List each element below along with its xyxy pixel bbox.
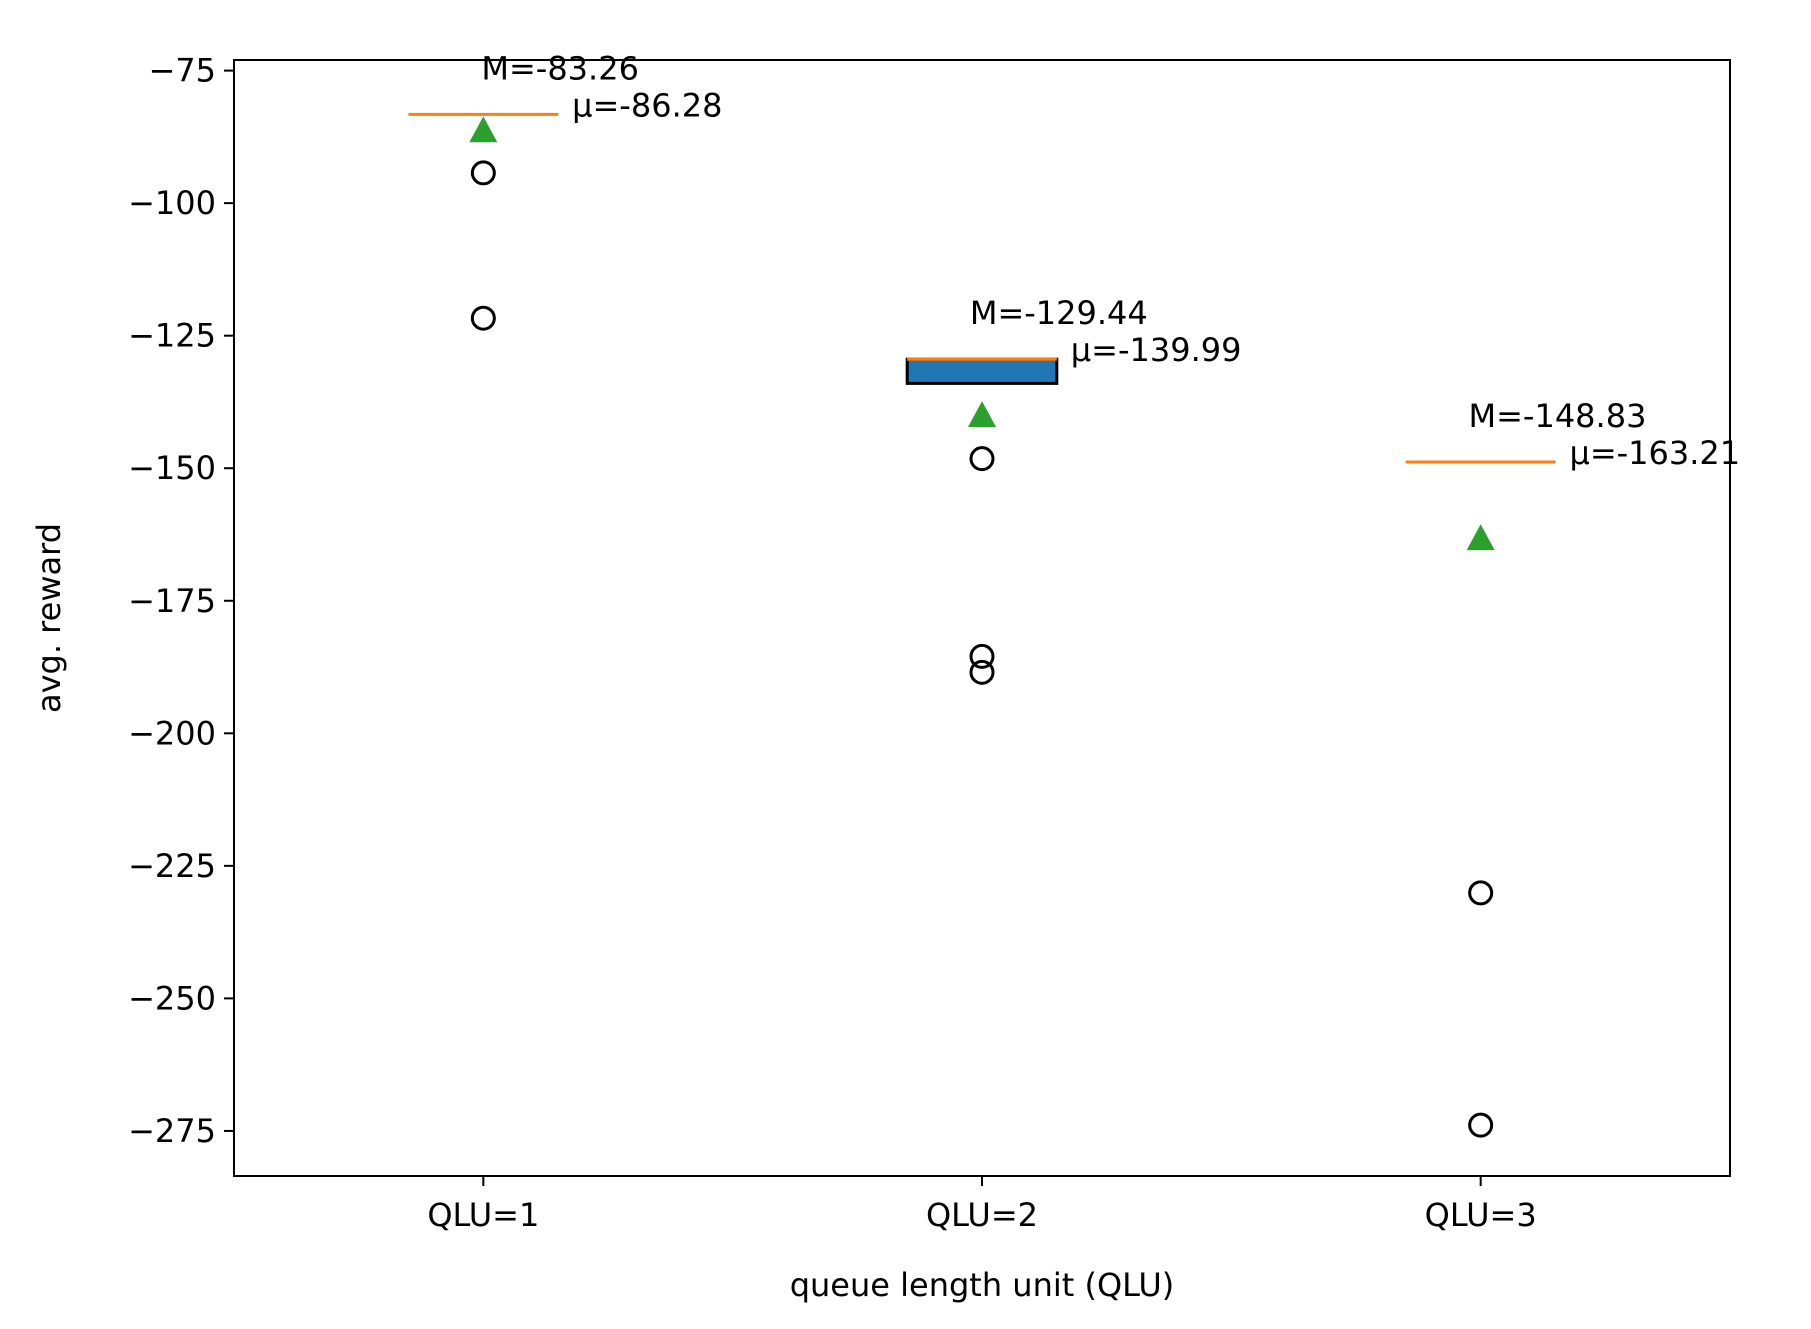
box-group-1: M=-83.26μ=-86.28	[408, 49, 722, 331]
mean-marker	[968, 401, 996, 428]
x-tick-label: QLU=3	[1425, 1196, 1537, 1234]
y-tick-label: −125	[128, 317, 216, 355]
x-tick-label: QLU=2	[926, 1196, 1038, 1234]
median-annotation: M=-83.26	[481, 49, 639, 87]
y-axis: −75 −100 −125 −150 −175 −200 −225 −250 −275	[128, 52, 234, 1150]
mean-marker	[469, 116, 498, 143]
y-tick-label: −200	[128, 714, 216, 752]
box-iqr	[905, 357, 1059, 385]
y-tick-label: −150	[128, 449, 216, 487]
median-annotation: M=-129.44	[970, 294, 1148, 332]
mean-marker	[1466, 524, 1495, 551]
mean-annotation: μ=-86.28	[572, 86, 722, 124]
y-tick-label: −250	[128, 979, 216, 1017]
outlier-point	[470, 160, 496, 186]
x-tick-label: QLU=1	[427, 1196, 539, 1234]
mean-annotation: μ=-163.21	[1569, 434, 1740, 472]
outlier-point	[1468, 1112, 1494, 1138]
outlier-point	[470, 305, 496, 331]
y-tick-label: −175	[128, 582, 216, 620]
y-tick-label: −275	[128, 1112, 216, 1150]
y-tick-label: −225	[128, 847, 216, 885]
outlier-point	[969, 659, 995, 685]
y-tick-label: −75	[148, 52, 216, 90]
plot-area: M=-83.26μ=-86.28 M=-129.44μ=-139.99 M=-148…	[408, 49, 1740, 1138]
outlier-point	[969, 643, 995, 669]
outlier-point	[1468, 880, 1494, 906]
y-axis-label: avg. reward	[30, 523, 68, 713]
x-axis-label: queue length unit (QLU)	[790, 1266, 1175, 1304]
box-group-2: M=-129.44μ=-139.99	[905, 294, 1242, 685]
x-axis: QLU=1 QLU=2 QLU=3	[427, 1176, 1537, 1234]
mean-annotation: μ=-139.99	[1071, 331, 1242, 369]
outlier-point	[969, 446, 995, 472]
median-annotation: M=-148.83	[1468, 397, 1646, 435]
box-group-3: M=-148.83μ=-163.21	[1405, 397, 1740, 1138]
y-tick-label: −100	[128, 184, 216, 222]
